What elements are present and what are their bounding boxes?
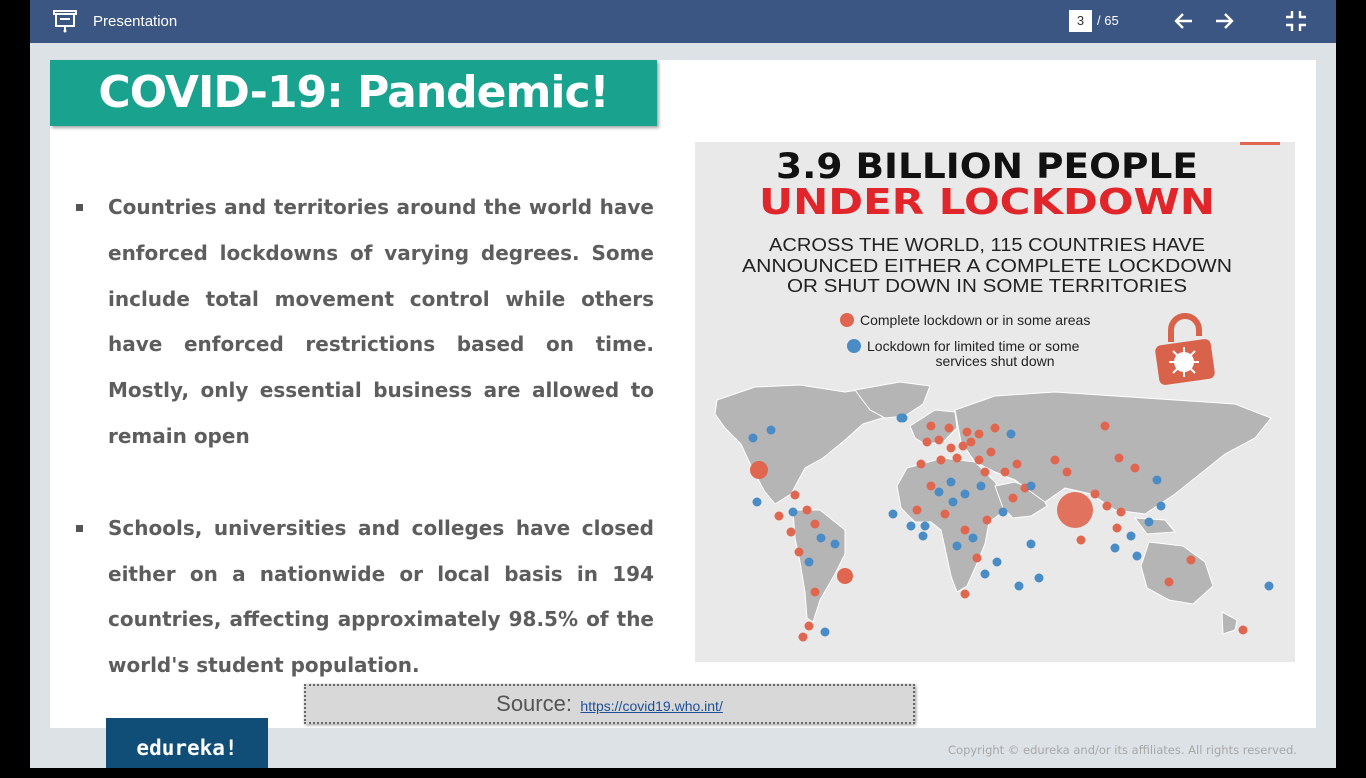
- slide-title-banner: COVID-19: Pandemic!: [50, 60, 657, 126]
- bullet-item: Schools, universities and colleges have …: [76, 506, 654, 689]
- page-total: / 65: [1097, 13, 1119, 28]
- infographic-graphic: 3.9 BILLION PEOPLE UNDER LOCKDOWN ACROSS…: [714, 142, 1280, 642]
- exit-fullscreen-icon[interactable]: [1284, 9, 1308, 33]
- page-number-input[interactable]: 3: [1069, 10, 1092, 32]
- world-map: [714, 381, 1272, 635]
- arrow-left-icon[interactable]: [1172, 9, 1196, 33]
- slide: COVID-19: Pandemic! Countries and territ…: [50, 60, 1316, 728]
- legend-limited-label-1: Lockdown for limited time or some: [867, 338, 1080, 354]
- source-label: Source:: [496, 691, 572, 716]
- padlock-virus-icon: [1155, 313, 1215, 385]
- app-title: Presentation: [93, 13, 178, 30]
- headline-line-2: UNDER LOCKDOWN: [759, 182, 1215, 223]
- bullet-text: Countries and territories around the wor…: [108, 195, 654, 448]
- slide-title: COVID-19: Pandemic!: [98, 67, 609, 118]
- headline-line-1: 3.9 BILLION PEOPLE: [776, 147, 1198, 187]
- presentation-viewer: Presentation 3 / 65 COVID-19: Pandemic! …: [30, 0, 1336, 768]
- legend-complete-dot: [840, 313, 854, 327]
- legend-limited-dot: [847, 339, 861, 353]
- limited-markers: [748, 413, 1274, 637]
- bullet-text: Schools, universities and colleges have …: [108, 515, 654, 678]
- bullet-list: Countries and territories around the wor…: [76, 185, 654, 689]
- copyright-notice: Copyright © edureka and/or its affiliate…: [948, 743, 1297, 757]
- edureka-logo: edureka!: [106, 718, 268, 768]
- presentation-icon: [53, 10, 77, 33]
- subtitle-line-1: ACROSS THE WORLD, 115 COUNTRIES HAVE: [769, 235, 1205, 255]
- source-box: Source: https://covid19.who.int/: [304, 684, 915, 724]
- lockdown-markers: [750, 421, 1248, 642]
- bullet-item: Countries and territories around the wor…: [76, 185, 654, 460]
- legend-complete-label: Complete lockdown or in some areas: [860, 312, 1090, 328]
- bullet-square-icon: [76, 204, 83, 211]
- subtitle-line-3: OR SHUT DOWN IN SOME TERRITORIES: [787, 276, 1187, 296]
- lockdown-infographic: 3.9 BILLION PEOPLE UNDER LOCKDOWN ACROSS…: [695, 142, 1295, 662]
- source-link[interactable]: https://covid19.who.int/: [580, 698, 723, 714]
- legend-limited-label-2: services shut down: [935, 353, 1054, 369]
- top-toolbar: Presentation 3 / 65: [30, 0, 1336, 43]
- bullet-square-icon: [76, 524, 83, 532]
- subtitle-line-2: ANNOUNCED EITHER A COMPLETE LOCKDOWN: [742, 256, 1232, 276]
- arrow-right-icon[interactable]: [1212, 9, 1236, 33]
